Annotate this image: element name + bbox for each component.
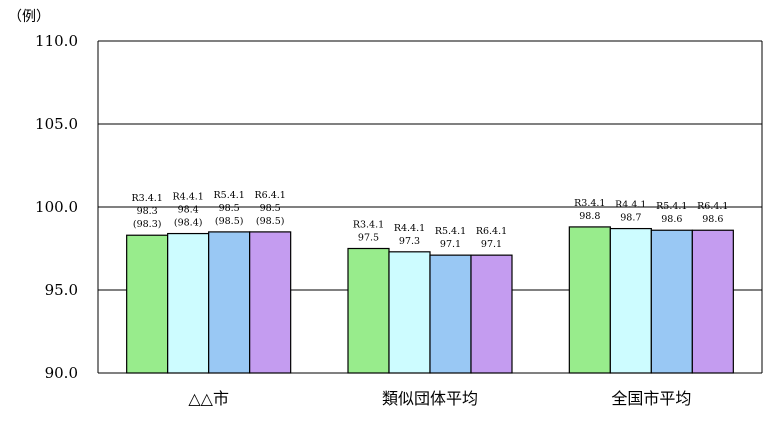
y-tick-label: 105.0 (35, 115, 78, 133)
bar (568, 226, 611, 374)
data-label-value: 97.3 (399, 236, 420, 247)
bar (470, 254, 513, 374)
y-axis: 90.0 95.0 100.0 105.0 110.0 (35, 32, 763, 382)
bar (347, 247, 390, 374)
x-axis: △△市 類似団体平均 全国市平均 (188, 389, 691, 408)
data-label-value: 97.5 (358, 233, 379, 244)
data-label-value: 97.1 (481, 239, 502, 250)
y-tick-label: 95.0 (45, 281, 78, 299)
bar (429, 254, 472, 374)
data-label-value: 98.5 (219, 203, 240, 214)
bar (249, 231, 292, 374)
y-tick-label: 100.0 (35, 198, 78, 216)
data-label-date: R4.4.1 (173, 192, 204, 203)
data-label-date: R6.4.1 (697, 201, 728, 212)
data-label-value: 98.6 (661, 214, 682, 225)
y-tick-label: 90.0 (45, 364, 78, 382)
data-label-date: R5.4.1 (214, 190, 245, 201)
data-label-date: R4.4.1 (394, 223, 425, 234)
bar (208, 231, 251, 374)
data-label-date: R5.4.1 (656, 201, 687, 212)
bar (609, 227, 652, 374)
data-label-value: 98.6 (702, 214, 723, 225)
data-label-date: R3.4.1 (353, 220, 384, 231)
x-tick-label: 類似団体平均 (382, 389, 478, 408)
data-label-date: R6.4.1 (255, 190, 286, 201)
x-tick-label: 全国市平均 (611, 389, 691, 408)
data-label-value: 97.1 (440, 239, 461, 250)
bar (388, 251, 431, 374)
data-label-value: 98.8 (579, 211, 600, 222)
y-tick-label: 110.0 (35, 32, 78, 50)
data-label-value: 98.5 (260, 203, 281, 214)
data-label-value: 98.7 (620, 213, 641, 224)
data-label-paren: (98.5) (215, 216, 244, 227)
bar (691, 229, 734, 374)
unit-label: （例） (8, 9, 50, 25)
x-tick-label: △△市 (188, 389, 229, 408)
data-label-paren: (98.4) (174, 218, 203, 229)
data-labels: R3.4.1 98.3 (98.3) R4.4.1 98.4 (98.4) R5.4.1 98… (132, 190, 729, 250)
data-label-date: R4.4.1 (615, 200, 646, 211)
data-label-paren: (98.5) (256, 216, 285, 227)
data-label-value: 98.3 (137, 206, 158, 217)
bars (126, 226, 734, 374)
data-label-date: R6.4.1 (476, 226, 507, 237)
data-label-paren: (98.3) (133, 219, 162, 230)
data-label-value: 98.4 (178, 205, 199, 216)
bar (167, 232, 210, 374)
data-label-date: R5.4.1 (435, 226, 466, 237)
bar (126, 234, 169, 374)
data-label-date: R3.4.1 (132, 193, 163, 204)
bar (650, 229, 693, 374)
data-label-date: R3.4.1 (574, 198, 605, 209)
